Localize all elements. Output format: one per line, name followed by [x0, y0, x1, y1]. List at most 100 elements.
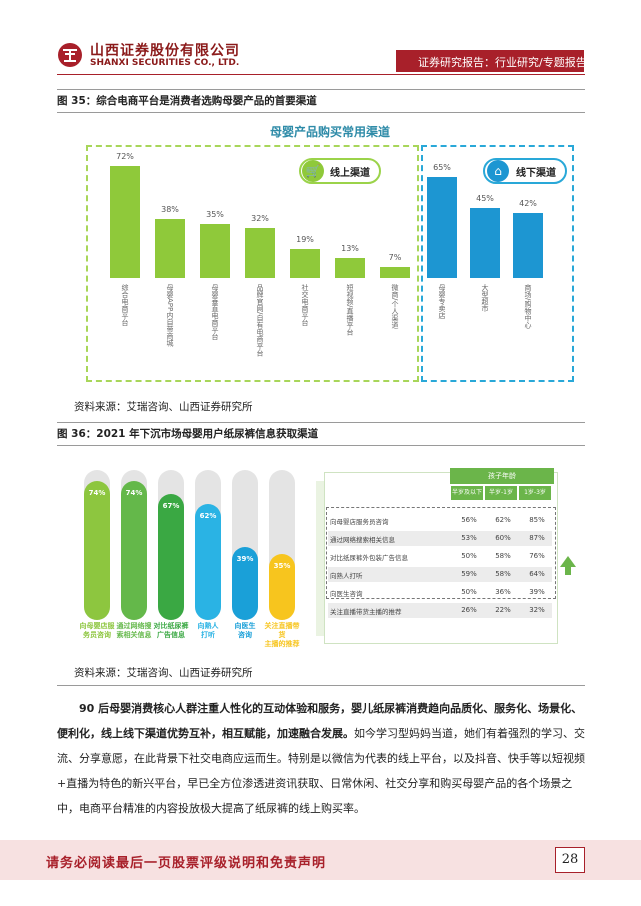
online-group-box [86, 145, 419, 382]
table-cell: 62% [495, 516, 511, 524]
chart1-category-label: 社交电商平台 [301, 284, 309, 326]
company-name-cn: 山西证券股份有限公司 [90, 43, 240, 59]
table-cell: 56% [461, 516, 477, 524]
chart2-tube [195, 503, 221, 620]
table-cell: 87% [529, 534, 545, 542]
chart2-tube-value: 74% [125, 489, 143, 498]
caption-divider [57, 685, 585, 686]
chart2-tube-label: 向母婴店服 务员咨询 [79, 622, 115, 639]
offline-group-box [421, 145, 574, 382]
table-cell: 36% [495, 588, 511, 596]
table-cell: 39% [529, 588, 545, 596]
table-cell: 58% [495, 552, 511, 560]
figure36-source: 资料来源：艾瑞咨询、山西证券研究所 [74, 667, 253, 679]
chart1-category-label: 品牌官网/自有电商平台 [256, 284, 264, 357]
table-cell: 58% [495, 570, 511, 578]
figure35-caption: 图 35：综合电商平台是消费者选购母婴产品的首要渠道 [57, 95, 317, 107]
table-column-header: 半岁-1岁 [485, 486, 517, 500]
table-cell: 64% [529, 570, 545, 578]
chart1-value-label: 38% [161, 205, 179, 215]
chart1-value-label: 72% [116, 152, 134, 162]
chart1-category-label: 综合电商平台 [121, 284, 129, 326]
legend-offline [483, 158, 567, 184]
table-row-shade [328, 603, 552, 618]
store-icon: ⌂ [487, 160, 509, 182]
report-tag: 证券研究报告：行业研究/专题报告 [418, 56, 587, 69]
table-column-header: 半岁及以下 [451, 486, 483, 500]
table-row-shade [328, 531, 552, 546]
table-cell: 32% [529, 606, 545, 614]
chart1-value-label: 19% [296, 234, 314, 244]
table-header: 孩子年龄 [450, 468, 554, 484]
chart2-tube-value: 74% [88, 489, 106, 498]
legend-online [299, 158, 381, 184]
chart1-value-label: 35% [206, 209, 224, 219]
chart2-tube [121, 481, 147, 620]
chart2-tube-value: 62% [199, 511, 217, 520]
table-cell: 60% [495, 534, 511, 542]
footer-band [0, 840, 641, 880]
chart1-category-label: 母婴APP内自带商城 [166, 284, 174, 347]
body-text: 如今学习型妈妈当道，她们有着强烈的学习、交流、分享意愿，在此背景下社交电商应运而… [57, 727, 585, 815]
legend-offline-label: 线下渠道 [516, 168, 556, 179]
header-divider [57, 74, 585, 75]
chart1-value-label: 7% [388, 253, 402, 263]
legend-online-label: 线上渠道 [330, 168, 370, 179]
table-cell: 50% [461, 588, 477, 596]
chart2-tube-label: 向医生 咨询 [234, 622, 256, 639]
chart1-bar [110, 166, 140, 278]
chart1-value-label: 42% [519, 198, 537, 208]
table-row-label: 向母婴店服务员咨询 [330, 518, 389, 526]
table-row-label: 通过网络搜索相关信息 [330, 536, 395, 544]
company-logo [58, 43, 82, 67]
page-number: 28 [555, 847, 585, 873]
chart1-bar [335, 257, 365, 278]
chart1-value-label: 45% [476, 194, 494, 204]
table-row-shade [328, 567, 552, 582]
chart1-category-label: 商场/购物中心 [524, 284, 532, 329]
chart2-tube-value: 67% [162, 502, 180, 511]
table-cell: 50% [461, 552, 477, 560]
up-arrow-icon [560, 556, 576, 567]
chart1-bar [513, 212, 543, 278]
chart2-tube-label: 通过网络搜 索相关信息 [116, 622, 152, 639]
chart1-category-label: 短视频/直播平台 [346, 284, 354, 336]
table-cell: 76% [529, 552, 545, 560]
chart1-bar [200, 223, 230, 278]
chart1-bar [245, 228, 275, 278]
chart2-tube [269, 554, 295, 620]
table-row-label: 关注直播带货主播的推荐 [330, 608, 402, 616]
chart1-bar [427, 177, 457, 278]
chart1-bar [380, 267, 410, 278]
caption-divider [57, 89, 585, 90]
cart-icon: 🛒 [302, 160, 324, 182]
table-cell: 59% [461, 570, 477, 578]
up-arrow-stem [565, 566, 571, 575]
chart1-title: 母婴产品购买常用渠道 [270, 125, 391, 139]
body-bold-text: 90 后母婴消费核心人群注重人性化的互动体验和服务，婴儿纸尿裤消费趋向品质化、服… [57, 702, 583, 740]
chart2-tube [232, 546, 258, 620]
chart2-tube-value: 35% [273, 562, 291, 571]
chart1-value-label: 13% [341, 243, 359, 253]
chart1-category-label: 大型超市 [481, 284, 489, 312]
figure35-source: 资料来源：艾瑞咨询、山西证券研究所 [74, 401, 253, 413]
table-highlight-box [326, 507, 556, 599]
chart2-tube-label: 对比纸尿裤 广告信息 [153, 622, 189, 639]
chart2: 孩子年龄 74% 向母婴店服 务员咨询 74% 通过网络搜 索相关信息 67% 对比纸尿裤… [74, 448, 585, 654]
report-tag-bg [396, 50, 584, 72]
chart2-tube [84, 481, 110, 620]
figure36-caption: 图 36：2021 年下沉市场母婴用户纸尿裤信息获取渠道 [57, 428, 319, 440]
chart2-tube [158, 494, 184, 620]
chart1-bar [290, 248, 320, 278]
body-paragraph: 90 后母婴消费核心人群注重人性化的互动体验和服务，婴儿纸尿裤消费趋向品质化、服… [57, 696, 585, 821]
chart1-bar [470, 208, 500, 278]
company-name-en: SHANXI SECURITIES CO., LTD. [90, 58, 240, 68]
caption-divider [57, 112, 585, 113]
chart1-category-label: 微商/个人渠道 [391, 284, 399, 329]
chart2-tube-value: 39% [236, 554, 254, 563]
chart2-tube-label: 关注直播带货 主播的推荐 [264, 622, 300, 648]
chart1-bar [155, 219, 185, 278]
chart1-value-label: 65% [433, 163, 451, 173]
caption-divider [57, 422, 585, 423]
caption-divider [57, 445, 585, 446]
